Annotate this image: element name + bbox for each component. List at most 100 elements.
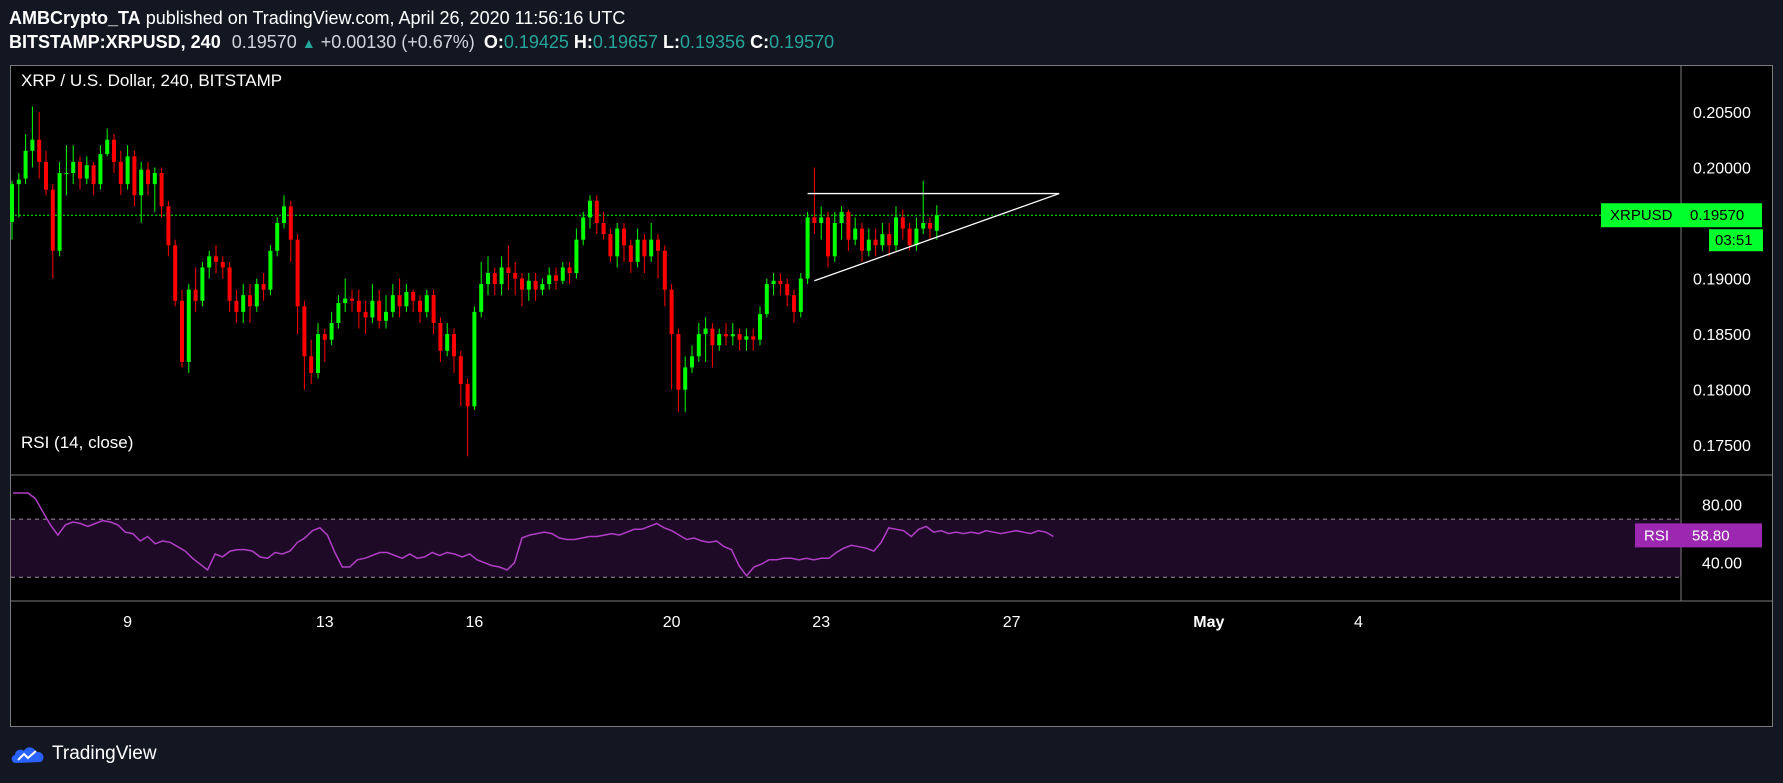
candle-body [839,211,844,223]
candle [683,356,688,412]
candle [649,223,654,262]
last-price-badge-bg [1601,203,1762,228]
candle-body [268,250,273,290]
candle-body [316,334,320,373]
candle [520,273,524,307]
candle-body [628,245,633,262]
candle [309,339,314,385]
time-tick-label: 4 [1354,614,1363,631]
candle-body [309,356,314,373]
candle-body [737,334,742,340]
candle-body [819,217,824,223]
time-tick-label: 9 [123,614,132,631]
candle [574,228,579,279]
candle [819,206,824,240]
chart-frame [10,65,1773,727]
time-tick-label: 16 [466,614,484,631]
candle-body [322,334,327,340]
candle-body [547,275,552,285]
price-tick-label: 0.20500 [1693,105,1751,122]
candle-body [220,261,225,268]
candle [180,289,184,368]
candle [44,150,48,196]
candle [214,245,218,273]
open-label: O: [483,32,504,52]
candle [486,256,490,296]
candle [887,223,892,257]
candle-body [533,280,538,290]
change-value: +0.00130 (+0.67%) [320,32,475,52]
candle [778,273,783,296]
up-triangle-icon: ▲ [301,35,316,51]
candle-body [336,303,341,323]
candle [295,234,300,335]
candle [499,256,504,296]
candle-body [227,267,232,301]
author-name[interactable]: AMBCrypto_TA [9,8,141,28]
candle-body [438,323,443,351]
candle-body [98,154,103,185]
candle [23,134,28,185]
candle [669,284,674,390]
high-label: H: [573,32,593,52]
candle-body [112,139,116,162]
rsi-line [13,492,1054,578]
candle [248,284,252,323]
candle [445,323,450,357]
candle-body [520,278,524,290]
candle [411,289,416,312]
candle [268,245,273,296]
candle [846,209,851,251]
price-tick-label: 0.19000 [1693,272,1751,289]
chart-canvas[interactable]: XRP / U.S. Dollar, 240, BITSTAMP RSI (14… [10,65,1773,727]
candle-body [23,150,28,179]
candle-body [656,239,660,251]
time-tick-label: 27 [1003,614,1021,631]
candle [112,134,116,173]
candle [601,211,606,240]
rsi-badge-value: 58.80 [1692,527,1730,544]
tradingview-logo[interactable]: TradingView [10,743,157,765]
candle [567,261,572,285]
candle [744,328,749,351]
candle [506,245,511,290]
candle [57,161,62,257]
candle-body [717,334,722,346]
candle-body [540,284,545,290]
published-text: published on TradingView.com, April 26, … [145,8,626,28]
candle-body [132,156,137,196]
candle [866,228,871,257]
candle [588,195,592,229]
candle [826,211,830,268]
candle-body [860,228,864,251]
candle-body [125,156,130,185]
candle-body [792,295,796,312]
candle [792,289,796,323]
candle [907,223,912,251]
candle-body [894,217,898,246]
open-value: 0.19425 [503,32,569,52]
candle-body [254,284,259,307]
candle [105,128,110,157]
candle [513,261,518,296]
candle-body [853,228,858,240]
candle [758,306,762,346]
candle-body [16,179,21,185]
candle-body [506,267,511,273]
candle-body [350,298,354,301]
candle-body [207,256,212,268]
candle [390,284,395,318]
candle [860,223,864,262]
candle-body [805,217,810,279]
rsi-badge-label: RSI [1644,527,1669,544]
candle [934,205,939,240]
candle-body [649,239,654,257]
candle-body [343,298,348,303]
candle-body [724,334,728,337]
candle-body [574,239,579,273]
candle-body [302,306,307,357]
last-price-badge: XRPUSD 0.19570 03:51 [1601,203,1763,252]
candle-body [288,206,293,240]
candle [10,180,14,240]
candle-body [241,295,246,312]
